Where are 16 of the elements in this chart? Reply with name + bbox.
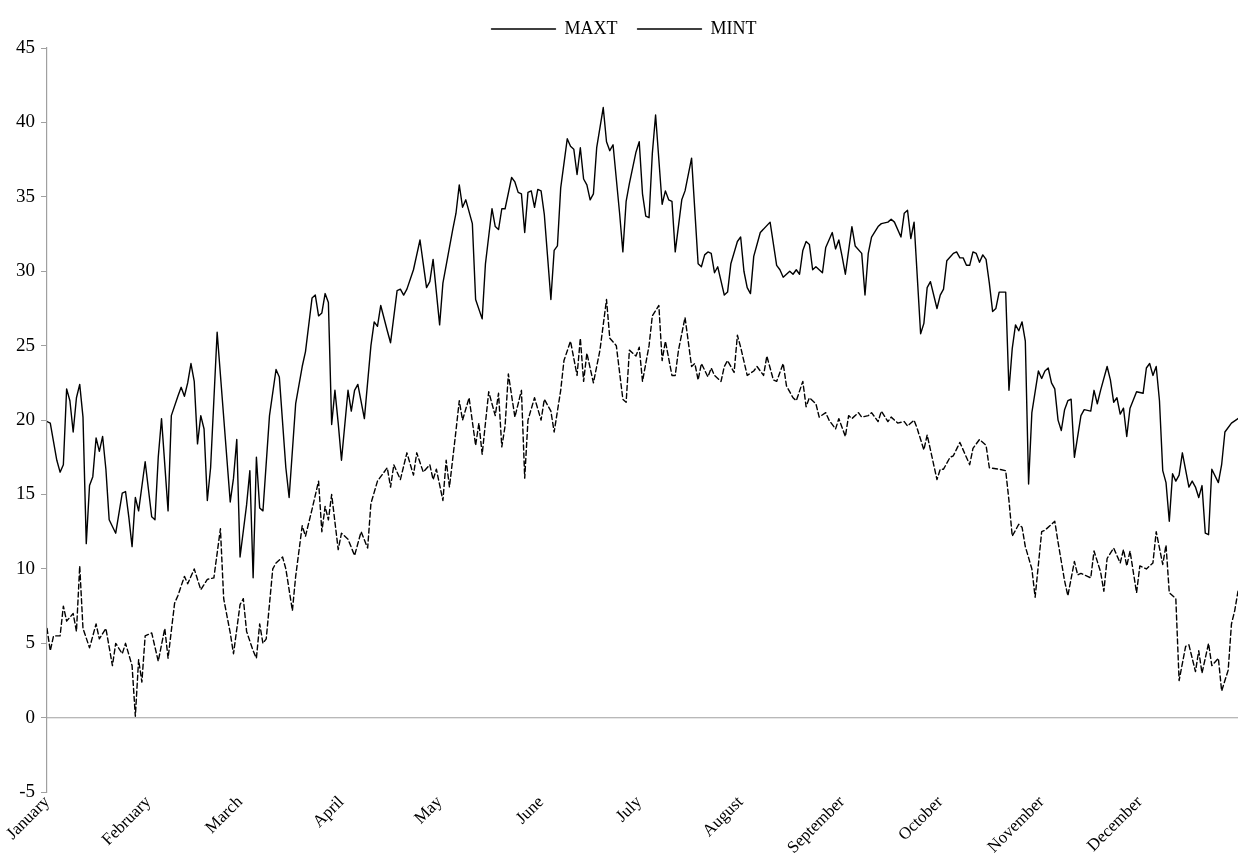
y-tick-label: 40 bbox=[16, 110, 35, 132]
y-tick-label: 35 bbox=[16, 184, 35, 206]
y-tick-label: -5 bbox=[19, 780, 35, 802]
y-tick-label: 0 bbox=[25, 705, 35, 727]
y-tick-label: 20 bbox=[16, 408, 35, 430]
legend-label: MAXT bbox=[564, 17, 618, 38]
y-tick-label: 30 bbox=[16, 259, 35, 281]
y-tick-label: 45 bbox=[16, 35, 35, 57]
y-tick-label: 5 bbox=[25, 631, 35, 653]
x-tick-label: June bbox=[511, 791, 548, 828]
legend-label: MINT bbox=[710, 17, 757, 38]
x-tick-label: May bbox=[410, 791, 446, 828]
y-tick-label: 10 bbox=[16, 556, 35, 578]
y-tick-label: 15 bbox=[16, 482, 35, 504]
y-tick-label: 25 bbox=[16, 333, 35, 355]
x-tick-label: July bbox=[611, 791, 646, 826]
